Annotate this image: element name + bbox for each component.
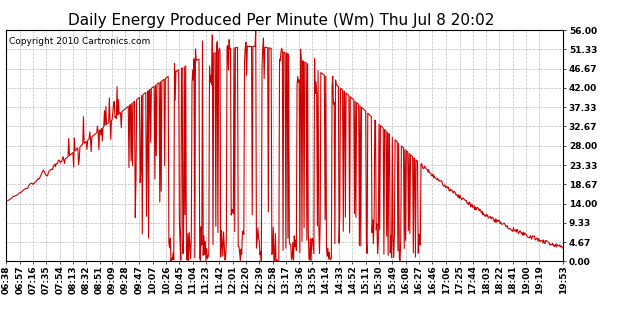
Text: Copyright 2010 Cartronics.com: Copyright 2010 Cartronics.com <box>9 37 150 46</box>
Text: Daily Energy Produced Per Minute (Wm) Thu Jul 8 20:02: Daily Energy Produced Per Minute (Wm) Th… <box>68 13 495 28</box>
